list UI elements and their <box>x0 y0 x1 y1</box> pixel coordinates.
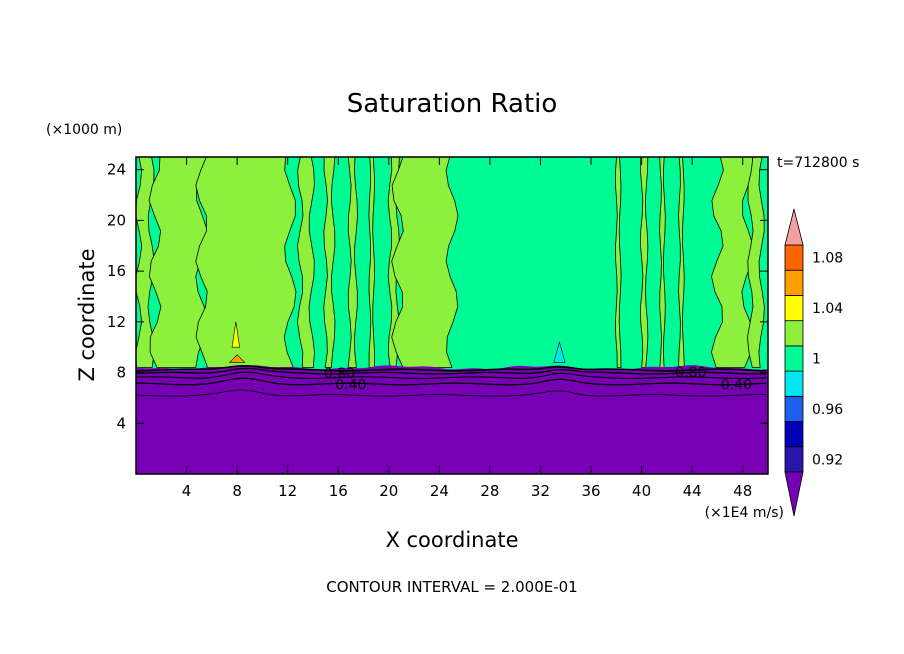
plot-frame <box>135 156 769 475</box>
contour-interval-label: CONTOUR INTERVAL = 2.000E-01 <box>326 578 577 596</box>
contour-line <box>136 377 767 386</box>
supersaturated-column <box>297 157 315 368</box>
colorbar-segment <box>784 370 804 397</box>
contour-label: 0.80 <box>675 365 706 381</box>
colorbar: 0.92 0.96 1 1.04 1.08 <box>784 208 843 517</box>
supersaturated-regions <box>136 157 765 368</box>
x-tick-label: 8 <box>232 482 242 500</box>
colorbar-segment <box>784 395 804 422</box>
contour-line <box>136 367 767 375</box>
supersaturated-column <box>747 157 765 368</box>
colorbar-tick-label: 0.92 <box>812 452 843 468</box>
y-axis-ticks: 4 8 12 16 20 24 <box>107 161 768 432</box>
y-tick-label: 12 <box>107 313 126 331</box>
contour-line <box>136 364 767 372</box>
colorbar-tick-label: 0.96 <box>812 402 843 418</box>
contour-label: 0.40 <box>721 378 752 394</box>
x-tick-label: 48 <box>733 482 752 500</box>
supersaturation-patch <box>553 341 566 363</box>
y-axis-label: Z coordinate <box>75 248 99 381</box>
x-axis-ticks: 4 8 12 16 20 24 28 32 36 40 44 48 <box>182 157 752 500</box>
y-tick-label: 24 <box>107 161 126 179</box>
supersaturated-column <box>323 157 336 368</box>
y-tick-label: 16 <box>107 262 126 280</box>
contour-labels: 0.800.400.800.40 <box>324 365 752 394</box>
x-axis-label: X coordinate <box>385 528 518 552</box>
x-tick-label: 4 <box>182 482 192 500</box>
colorbar-segment <box>784 269 804 296</box>
x-tick-label: 12 <box>278 482 297 500</box>
colorbar-segment <box>784 421 804 448</box>
colorbar-segment <box>784 345 804 372</box>
y-unit-label: (×1000 m) <box>46 122 122 138</box>
colorbar-segment <box>784 244 804 271</box>
supersaturated-column <box>136 157 155 368</box>
contour-line <box>136 389 766 397</box>
chart-title: Saturation Ratio <box>347 89 558 119</box>
x-tick-label: 24 <box>430 482 449 500</box>
contour-label: 0.40 <box>335 378 366 394</box>
x-unit-label: (×1E4 m/s) <box>705 505 784 521</box>
contour-label: 0.80 <box>324 366 355 382</box>
colorbar-tick-label: 1.08 <box>812 251 843 267</box>
y-tick-label: 8 <box>116 364 126 382</box>
contour-lines <box>136 364 767 397</box>
supersaturation-patch <box>231 321 240 348</box>
x-tick-label: 28 <box>480 482 499 500</box>
colorbar-under-arrow <box>784 471 804 517</box>
colorbar-over-arrow <box>784 208 804 246</box>
colorbar-tick-label: 1.04 <box>812 301 843 317</box>
x-tick-label: 16 <box>329 482 348 500</box>
x-tick-label: 20 <box>379 482 398 500</box>
supersaturation-patches <box>228 321 566 363</box>
supersaturated-column <box>710 157 755 368</box>
subsaturated-layer <box>136 365 768 474</box>
colorbar-tick-label: 1 <box>812 352 821 368</box>
x-tick-label: 32 <box>531 482 550 500</box>
supersaturated-column <box>195 157 297 368</box>
x-tick-label: 36 <box>581 482 600 500</box>
x-tick-label: 40 <box>632 482 651 500</box>
supersaturation-patch <box>228 354 246 363</box>
colorbar-segment <box>784 295 804 322</box>
time-label: t=712800 s <box>777 155 859 171</box>
supersaturated-column <box>347 157 358 368</box>
colorbar-segment <box>784 320 804 347</box>
colorbar-segment <box>784 446 804 473</box>
supersaturated-column <box>614 157 622 368</box>
plot-field <box>136 157 768 474</box>
supersaturated-column <box>148 157 209 368</box>
x-tick-label: 44 <box>683 482 702 500</box>
contour-line <box>136 371 767 379</box>
y-tick-label: 4 <box>116 414 126 432</box>
y-tick-label: 20 <box>107 211 126 229</box>
